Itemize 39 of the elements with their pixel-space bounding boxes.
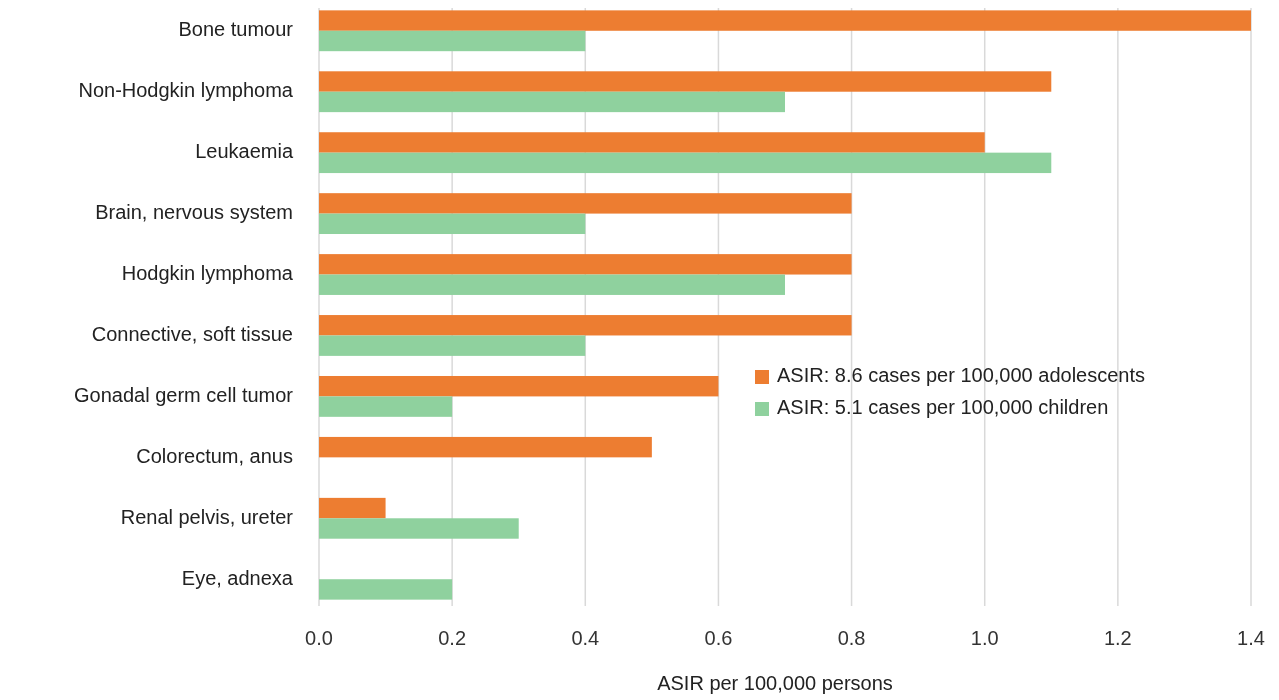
bar: [319, 396, 453, 417]
legend-label: ASIR: 5.1 cases per 100,000 children: [777, 396, 1109, 419]
x-tick-label: 1.0: [970, 627, 999, 649]
bar: [319, 71, 1052, 92]
y-tick-label: Brain, nervous system: [95, 200, 293, 223]
x-tick-label: 1.2: [1103, 627, 1132, 649]
y-tick-label: Gonadal germ cell tumor: [74, 383, 294, 406]
x-axis-title: ASIR per 100,000 persons: [657, 672, 893, 694]
bar: [319, 152, 1052, 174]
y-tick-label: Renal pelvis, ureter: [120, 505, 294, 528]
bar: [319, 213, 586, 235]
bar: [319, 315, 852, 336]
bar: [319, 274, 785, 295]
bar: [319, 30, 586, 52]
bar: [319, 254, 852, 275]
bar: [319, 132, 985, 153]
y-tick-label: Non-Hodgkin lymphoma: [78, 78, 294, 101]
bar: [319, 91, 785, 113]
y-tick-label: Leukaemia: [195, 139, 294, 162]
bar: [319, 375, 719, 397]
x-tick-label: 0.0: [305, 627, 333, 649]
y-tick-label: Bone tumour: [178, 18, 294, 41]
legend-label: ASIR: 8.6 cases per 100,000 adolescents: [777, 364, 1146, 387]
bar: [319, 579, 453, 600]
y-tick-label: Hodgkin lymphoma: [121, 261, 294, 284]
bar: [319, 518, 519, 539]
bar: [319, 335, 586, 356]
y-tick-label: Connective, soft tissue: [91, 322, 293, 345]
x-tick-label: 1.4: [1237, 627, 1265, 649]
bar: [319, 193, 852, 214]
y-tick-label: Eye, adnexa: [181, 566, 294, 589]
y-tick-label: Colorectum, anus: [136, 444, 293, 467]
bar: [319, 497, 386, 519]
x-tick-label: 0.2: [438, 627, 467, 649]
x-tick-label: 0.8: [837, 627, 866, 649]
bar: [319, 436, 652, 458]
x-tick-label: 0.6: [704, 627, 733, 649]
bar: [319, 10, 1251, 31]
x-tick-label: 0.4: [571, 627, 600, 649]
